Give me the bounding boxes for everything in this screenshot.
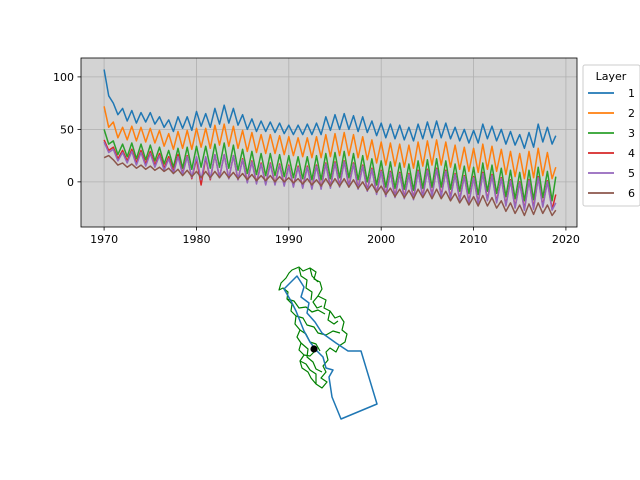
x-axis: 1970 1980 1990 2000 2010 2020 — [90, 227, 580, 246]
subbasin-boundaries — [278, 266, 348, 389]
series-group — [103, 69, 557, 217]
series-line-2 — [103, 106, 557, 180]
legend-label-5: 5 — [628, 167, 635, 180]
y-axis: 100 50 0 — [53, 71, 81, 189]
boundary-inner-10 — [303, 351, 315, 357]
legend-label-1: 1 — [628, 87, 635, 100]
y-tick-label: 100 — [53, 71, 74, 84]
x-tick-label: 1990 — [275, 233, 303, 246]
legend-label-4: 4 — [628, 147, 635, 160]
line-chart: 1970 1980 1990 2000 2010 2020 100 50 0 — [53, 57, 580, 246]
legend-entries: 1 2 3 4 5 6 — [588, 87, 635, 200]
observation-well-marker — [310, 345, 318, 353]
legend-box — [582, 64, 640, 207]
boundary-outline — [278, 266, 348, 389]
x-tick-label: 2000 — [367, 233, 395, 246]
boundary-inner-7 — [309, 267, 319, 283]
series-line-3 — [103, 129, 557, 202]
series-line-6 — [103, 154, 557, 217]
boundary-inner-1 — [298, 267, 313, 301]
legend-label-6: 6 — [628, 187, 635, 200]
boundary-inner-3 — [295, 315, 341, 336]
x-tick-label: 2010 — [460, 233, 488, 246]
legend-label-3: 3 — [628, 127, 635, 140]
series-line-1 — [103, 69, 557, 150]
x-tick-label: 1970 — [90, 233, 118, 246]
boundary-inner-2 — [286, 298, 326, 315]
plot-frame — [80, 57, 578, 228]
series-line-5 — [103, 141, 557, 211]
y-tick-label: 0 — [67, 176, 74, 189]
model-domain-outline — [283, 275, 378, 420]
x-tick-label: 1980 — [182, 233, 210, 246]
legend-label-2: 2 — [628, 107, 635, 120]
boundary-inner-6 — [299, 360, 317, 384]
legend-title: Layer — [596, 70, 627, 83]
boundary-inner-9 — [327, 310, 339, 325]
map — [278, 266, 378, 420]
x-tick-label: 2020 — [552, 233, 580, 246]
legend: Layer 1 2 3 4 5 6 — [582, 64, 640, 207]
boundary-inner-8 — [312, 295, 323, 309]
boundary-inner-5 — [300, 342, 323, 373]
y-tick-label: 50 — [60, 123, 74, 136]
